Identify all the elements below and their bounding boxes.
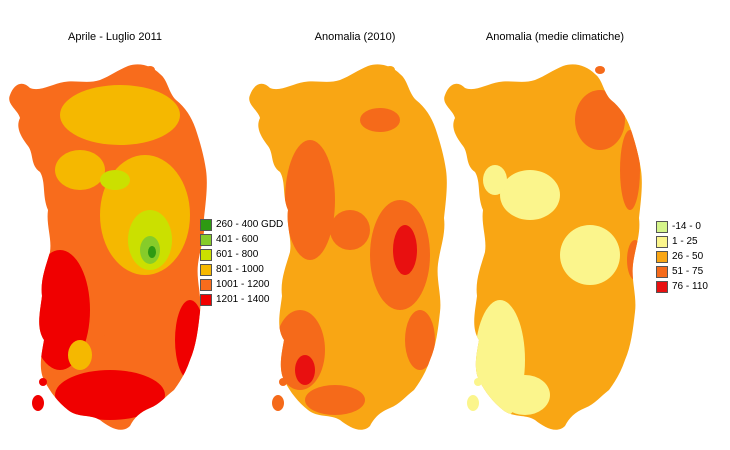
legend-item: 260 - 400 GDD xyxy=(200,218,283,231)
legend-item: 76 - 110 xyxy=(656,280,708,293)
legend-label: 401 - 600 xyxy=(216,234,259,245)
legend-anomaly: -14 - 0 1 - 25 26 - 50 51 - 75 76 - 110 xyxy=(656,220,726,295)
legend-swatch xyxy=(656,265,668,278)
legend-item: 1001 - 1200 xyxy=(200,278,269,291)
legend-item: 51 - 75 xyxy=(656,265,703,278)
legend-swatch xyxy=(200,233,212,246)
legend-item: -14 - 0 xyxy=(656,220,701,233)
legend-label: 51 - 75 xyxy=(672,266,704,277)
legend-gdd: 260 - 400 GDD 401 - 600 601 - 800 801 - … xyxy=(200,218,300,308)
legend-swatch xyxy=(656,235,668,248)
legend-label: 1 - 25 xyxy=(672,236,698,247)
legend-item: 401 - 600 xyxy=(200,233,258,246)
legend-item: 26 - 50 xyxy=(656,250,703,263)
legend-swatch xyxy=(656,250,668,263)
legend-item: 1 - 25 xyxy=(656,235,698,248)
legend-item: 1201 - 1400 xyxy=(200,293,269,306)
legend-label: -14 - 0 xyxy=(672,221,701,232)
legend-swatch xyxy=(200,278,212,291)
panel-title-anomaly-climate: Anomalia (medie climatiche) xyxy=(485,31,625,43)
legend-swatch xyxy=(200,293,212,306)
legend-label: 26 - 50 xyxy=(672,251,704,262)
legend-swatch xyxy=(656,220,668,233)
panel-title-anomaly-2010: Anomalia (2010) xyxy=(314,31,396,43)
legend-swatch xyxy=(200,248,212,261)
legend-swatch xyxy=(200,218,212,231)
legend-swatch xyxy=(656,280,668,293)
legend-label: 76 - 110 xyxy=(672,281,708,292)
legend-label: 1201 - 1400 xyxy=(216,294,270,305)
legend-label: 801 - 1000 xyxy=(216,264,264,275)
legend-label: 1001 - 1200 xyxy=(216,279,270,290)
panel-title-gdd-2011: Aprile - Luglio 2011 xyxy=(68,31,162,43)
legend-item: 801 - 1000 xyxy=(200,263,264,276)
legend-item: 601 - 800 xyxy=(200,248,258,261)
panel-anomaly-2010: Anomalia (2010) xyxy=(240,0,470,450)
legend-label: 601 - 800 xyxy=(216,249,259,260)
panel-anomaly-climate: Anomalia (medie climatiche) xyxy=(440,0,670,450)
legend-swatch xyxy=(200,263,212,276)
panel-gdd-2011: Aprile - Luglio 2011 xyxy=(0,0,230,450)
legend-label: 260 - 400 GDD xyxy=(216,219,284,230)
